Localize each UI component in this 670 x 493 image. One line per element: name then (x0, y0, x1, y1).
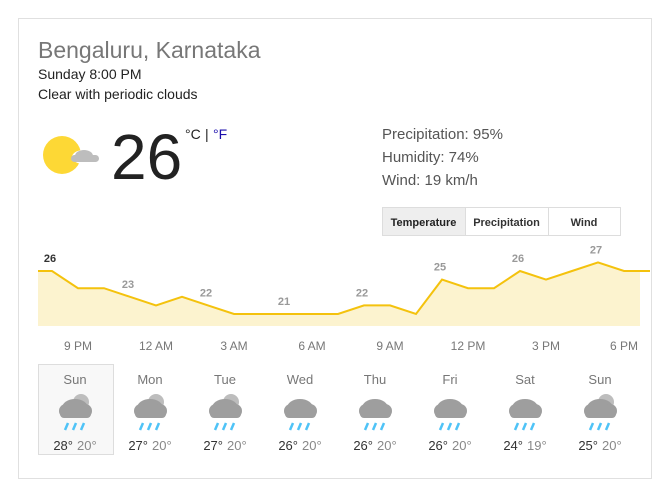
tab[interactable] (382, 207, 466, 236)
temperature-range[interactable]: 25° 20° (578, 438, 621, 453)
humidity: Humidity: 74% (382, 149, 479, 166)
low-temperature: 20° (227, 438, 247, 453)
day-name[interactable]: Tue (214, 372, 236, 387)
time-label: 6 AM (298, 339, 325, 353)
high-temperature: 26° (278, 438, 298, 453)
time-label: 3 AM (220, 339, 247, 353)
low-temperature: 20° (152, 438, 172, 453)
temperature-label: 26 (512, 253, 524, 265)
day-name[interactable]: Wed (287, 372, 314, 387)
high-temperature: 25° (578, 438, 598, 453)
wind: Wind: 19 km/h (382, 172, 478, 189)
high-temperature: 26° (353, 438, 373, 453)
day-name[interactable]: Sun (588, 372, 611, 387)
day-column[interactable]: Mon 27° 20° (128, 372, 171, 453)
temperature-label: 22 (356, 287, 368, 299)
day-column[interactable]: Fri 26° 20° (428, 372, 471, 453)
low-temperature: 20° (77, 438, 97, 453)
temperature-range[interactable]: 27° 20° (203, 438, 246, 453)
day-name[interactable]: Mon (137, 372, 162, 387)
temperature-area (38, 262, 650, 326)
tab-label[interactable]: Wind (571, 217, 598, 229)
time-label: 3 PM (532, 339, 560, 353)
temperature-label: 25 (434, 262, 446, 274)
location: Bengaluru, Karnataka (38, 37, 261, 63)
precipitation: Precipitation: 95% (382, 126, 503, 143)
time-label: 12 PM (451, 339, 486, 353)
temperature-label: 26 (44, 253, 56, 265)
day-column[interactable]: Wed 26° 20° (278, 372, 321, 453)
card-border (18, 18, 652, 479)
unit-separator: | (205, 126, 209, 142)
temperature-line (38, 261, 650, 316)
day-column[interactable]: Sat 24° 19° (503, 372, 546, 453)
temperature-label: 21 (278, 296, 290, 308)
current-temperature: 26 (111, 121, 182, 193)
day-name[interactable]: Fri (442, 372, 457, 387)
high-temperature: 28° (53, 438, 73, 453)
time-label: 12 AM (139, 339, 173, 353)
day-column[interactable]: Sun 28° 20° (53, 372, 96, 453)
temperature-range[interactable]: 27° 20° (128, 438, 171, 453)
high-temperature: 27° (128, 438, 148, 453)
day-name[interactable]: Thu (364, 372, 386, 387)
temperature-range[interactable]: 26° 20° (428, 438, 471, 453)
day-name[interactable]: Sat (515, 372, 535, 387)
day-column[interactable]: Thu 26° 20° (353, 372, 396, 453)
low-temperature: 20° (377, 438, 397, 453)
low-temperature: 19° (527, 438, 547, 453)
tab[interactable] (548, 207, 621, 236)
time-label: 6 PM (610, 339, 638, 353)
time-label: 9 PM (64, 339, 92, 353)
day-column[interactable]: Tue 27° 20° (203, 372, 246, 453)
high-temperature: 27° (203, 438, 223, 453)
temperature-range[interactable]: 24° 19° (503, 438, 546, 453)
temperature-range[interactable]: 26° 20° (353, 438, 396, 453)
temperature-label: 23 (122, 279, 134, 291)
temperature-label: 27 (590, 244, 602, 256)
high-temperature: 24° (503, 438, 523, 453)
low-temperature: 20° (452, 438, 472, 453)
temperature-label: 22 (200, 287, 212, 299)
day-column[interactable]: Sun 25° 20° (578, 372, 621, 453)
temperature-range[interactable]: 26° 20° (278, 438, 321, 453)
low-temperature: 20° (302, 438, 322, 453)
time: Sunday 8:00 PM (38, 66, 142, 82)
tab-label[interactable]: Temperature (391, 217, 457, 229)
time-label: 9 AM (376, 339, 403, 353)
unit-celsius[interactable]: °C (185, 126, 201, 142)
tab-label[interactable]: Precipitation (473, 217, 540, 229)
tab[interactable] (465, 207, 549, 236)
low-temperature: 20° (602, 438, 622, 453)
condition: Clear with periodic clouds (38, 86, 198, 102)
temperature-range[interactable]: 28° 20° (53, 438, 96, 453)
unit-fahrenheit[interactable]: °F (213, 126, 227, 142)
day-name[interactable]: Sun (63, 372, 86, 387)
weather-icon (43, 136, 99, 174)
high-temperature: 26° (428, 438, 448, 453)
